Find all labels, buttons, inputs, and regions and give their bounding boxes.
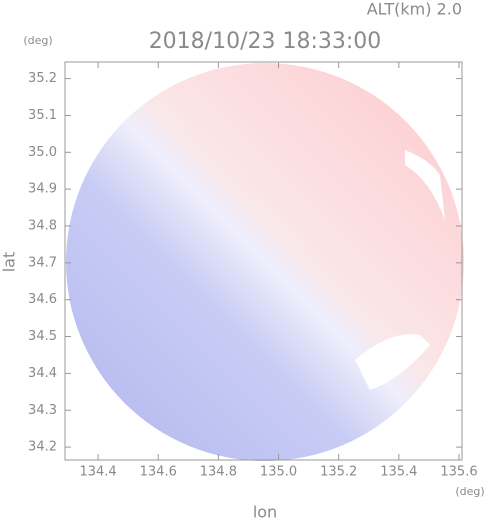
x-tick-label: 135.4	[380, 465, 417, 480]
y-tick-label: 34.9	[28, 182, 57, 197]
y-tick-label: 34.5	[28, 329, 57, 344]
x-tick-label: 134.8	[200, 465, 237, 480]
y-tick-label: 35.0	[28, 145, 57, 160]
y-tick-label: 34.7	[28, 255, 57, 270]
y-tick-label: 34.4	[28, 366, 57, 381]
x-tick-label: 134.6	[140, 465, 177, 480]
x-axis-label: lon	[253, 503, 277, 521]
subtitle: ALT(km) 2.0	[367, 0, 462, 19]
x-tick-label: 135.2	[320, 465, 357, 480]
y-tick-label: 34.6	[28, 292, 57, 307]
y-tick-label: 35.1	[28, 108, 57, 123]
chart-title: 2018/10/23 18:33:00	[149, 29, 382, 54]
radar-disc	[66, 63, 464, 461]
y-tick-label: 35.2	[28, 71, 57, 86]
y-axis-label: lat	[0, 252, 19, 273]
y-tick-label: 34.8	[28, 218, 57, 233]
y-tick-label: 34.2	[28, 440, 57, 455]
no-echo-area	[405, 150, 445, 220]
x-unit: (deg)	[455, 485, 484, 498]
x-tick-label: 135.0	[260, 465, 297, 480]
y-tick-label: 34.3	[28, 403, 57, 418]
y-unit: (deg)	[23, 34, 52, 47]
x-tick-label: 134.4	[79, 465, 116, 480]
x-tick-label: 135.6	[440, 465, 477, 480]
plot-frame	[64, 61, 463, 461]
no-echo-area	[355, 334, 430, 390]
